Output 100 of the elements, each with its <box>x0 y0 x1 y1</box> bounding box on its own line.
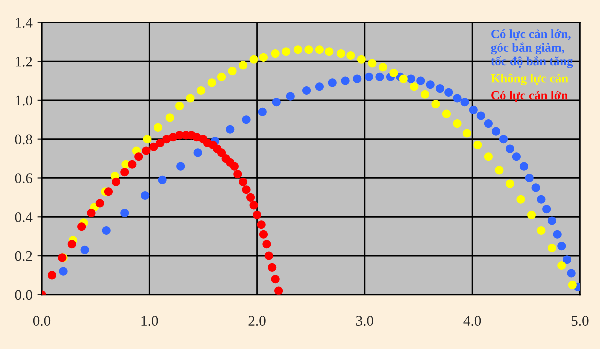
point <box>142 146 151 156</box>
x-tick-label: 1.0 <box>142 316 158 326</box>
point <box>516 195 526 204</box>
point <box>262 240 272 249</box>
point <box>228 67 237 76</box>
point <box>112 178 121 186</box>
point <box>353 74 362 84</box>
point <box>104 188 114 196</box>
point <box>120 208 130 218</box>
point <box>158 176 167 184</box>
point <box>512 152 521 162</box>
point <box>143 135 152 144</box>
point <box>558 261 566 270</box>
point <box>563 256 572 264</box>
point <box>230 162 239 171</box>
point <box>537 226 546 236</box>
x-tick-label: 3.0 <box>356 316 374 326</box>
point <box>120 168 130 177</box>
point <box>368 59 377 68</box>
point <box>532 184 540 192</box>
point <box>328 78 337 88</box>
point <box>453 120 462 128</box>
point <box>258 108 267 116</box>
point <box>553 230 562 239</box>
point <box>484 120 493 128</box>
point <box>520 162 529 171</box>
text: Có lực cản lớn <box>492 90 568 102</box>
point <box>48 271 57 280</box>
point <box>376 72 384 82</box>
point <box>567 269 576 278</box>
point <box>548 216 556 226</box>
x-tick-label: 4.0 <box>464 316 482 326</box>
point <box>426 80 435 90</box>
point <box>271 275 280 284</box>
x-tick-label: 2.0 <box>248 316 266 326</box>
point <box>558 242 566 251</box>
point <box>259 53 268 62</box>
point <box>474 140 482 150</box>
point <box>242 116 251 124</box>
point <box>208 78 216 88</box>
point <box>302 86 312 96</box>
point <box>271 50 280 58</box>
point <box>346 51 356 60</box>
y-tick-label: 0.8 <box>15 134 32 145</box>
point <box>315 82 324 92</box>
point <box>436 84 445 94</box>
point <box>304 46 314 54</box>
point <box>506 180 515 188</box>
point <box>525 174 534 183</box>
point <box>460 98 470 107</box>
point <box>239 61 248 70</box>
point <box>234 170 242 179</box>
point <box>80 246 90 254</box>
point <box>87 208 96 218</box>
point <box>259 230 268 239</box>
point <box>568 280 577 290</box>
point <box>217 72 226 82</box>
point <box>548 244 556 253</box>
point <box>406 74 416 84</box>
point <box>341 76 350 86</box>
point <box>268 263 277 272</box>
point <box>399 74 408 84</box>
point <box>246 193 256 202</box>
point <box>156 138 165 148</box>
point <box>420 90 430 99</box>
point <box>325 48 334 56</box>
point <box>134 152 144 162</box>
point <box>499 135 508 144</box>
point <box>68 240 76 249</box>
point <box>286 92 295 101</box>
point <box>357 55 366 64</box>
point <box>257 220 266 230</box>
y-tick-label: 0.2 <box>15 251 32 262</box>
x-tick-label: 0.0 <box>33 316 51 326</box>
point <box>462 129 472 138</box>
point <box>264 252 274 260</box>
point <box>274 286 284 295</box>
point <box>410 82 419 92</box>
point <box>476 112 486 120</box>
point <box>378 63 388 72</box>
point <box>217 148 226 158</box>
y-tick-label: 1.0 <box>16 96 32 106</box>
point <box>150 142 158 152</box>
point <box>492 127 501 136</box>
point <box>484 152 493 162</box>
point <box>176 102 184 111</box>
y-tick-label: 1.2 <box>16 56 32 67</box>
point <box>444 88 454 97</box>
point <box>242 186 251 194</box>
x-tick-label: 5.0 <box>572 316 589 326</box>
point <box>537 195 546 204</box>
y-tick-label: 1.4 <box>16 18 33 28</box>
point <box>336 50 346 58</box>
point <box>453 94 462 103</box>
point <box>197 86 206 96</box>
point <box>176 162 186 171</box>
point <box>226 125 235 134</box>
text: Không lực cản <box>491 74 568 86</box>
point <box>102 226 111 236</box>
point <box>282 48 291 56</box>
